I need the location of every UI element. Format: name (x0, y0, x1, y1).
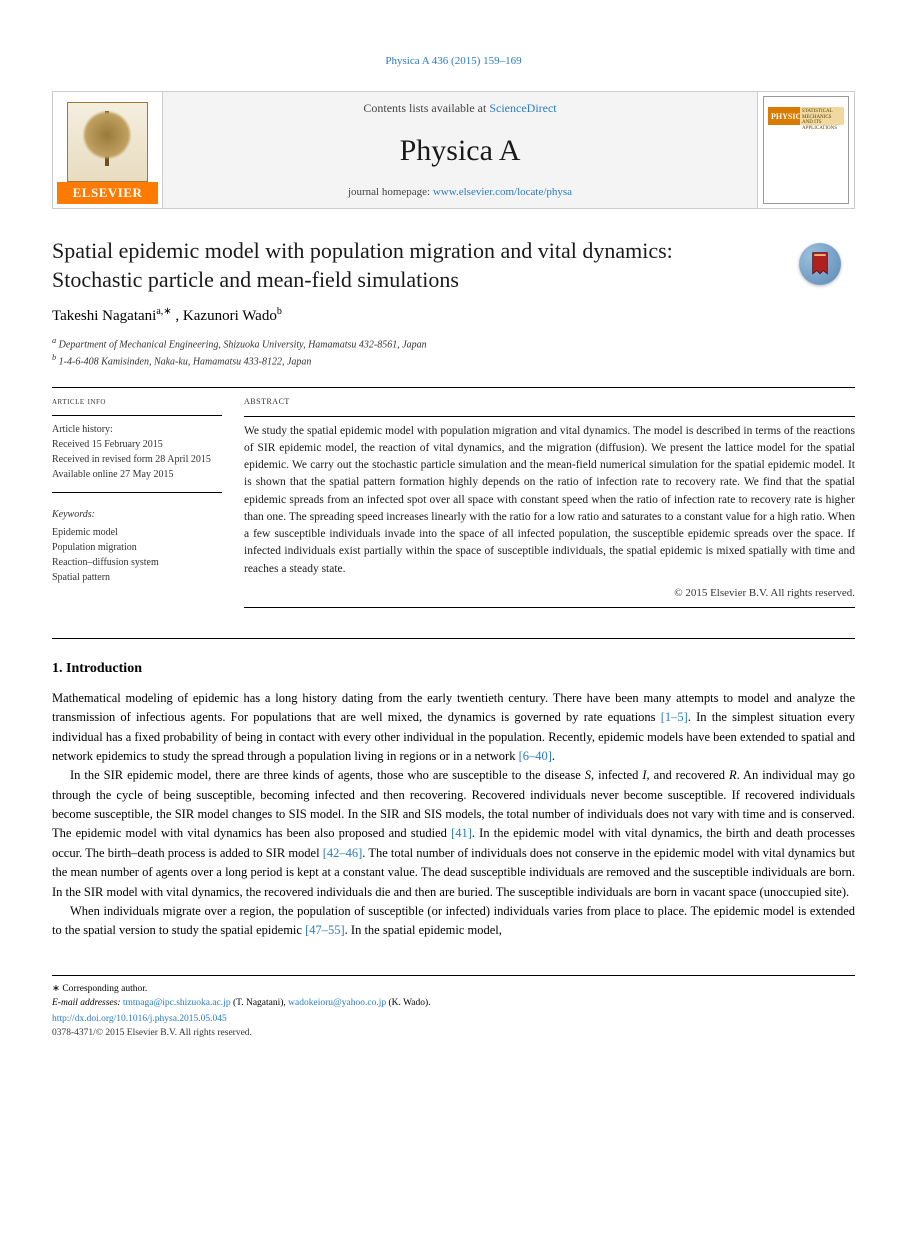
abstract: abstract We study the spatial epidemic m… (244, 394, 855, 614)
history-item: Available online 27 May 2015 (52, 467, 222, 482)
history-item: Received in revised form 28 April 2015 (52, 452, 222, 467)
history-item: Received 15 February 2015 (52, 437, 222, 452)
affiliation-b: b 1-4-6-408 Kamisinden, Naka-ku, Hamamat… (52, 352, 855, 369)
keyword: Population migration (52, 540, 222, 555)
elsevier-tree-icon (67, 102, 148, 182)
elsevier-label: ELSEVIER (57, 182, 158, 204)
ref-link[interactable]: [1–5] (661, 710, 688, 724)
author-aff-sup: b (277, 306, 282, 317)
ref-link[interactable]: [41] (451, 826, 472, 840)
journal-header: ELSEVIER Contents lists available at Sci… (52, 91, 855, 209)
body-text: Mathematical modeling of epidemic has a … (52, 689, 855, 941)
divider (52, 492, 222, 493)
author-name: Kazunori Wado (183, 308, 277, 324)
contents-line: Contents lists available at ScienceDirec… (363, 100, 556, 117)
abstract-head: abstract (244, 394, 855, 409)
history-item: Article history: (52, 422, 222, 437)
ref-link[interactable]: [47–55] (305, 923, 345, 937)
divider (52, 638, 855, 639)
email-label: E-mail addresses: (52, 998, 121, 1008)
paragraph: Mathematical modeling of epidemic has a … (52, 689, 855, 767)
italic: I (642, 768, 646, 782)
aff-label: b (52, 353, 56, 362)
affiliations: a Department of Mechanical Engineering, … (52, 335, 855, 370)
keyword: Epidemic model (52, 525, 222, 540)
journal-name: Physica A (400, 130, 521, 172)
sciencedirect-link[interactable]: ScienceDirect (489, 101, 556, 115)
aff-text: Department of Mechanical Engineering, Sh… (59, 339, 427, 350)
email-line: E-mail addresses: tmtnaga@ipc.shizuoka.a… (52, 996, 855, 1010)
email-who-2: (K. Wado). (386, 998, 430, 1008)
corresponding-note: ∗ Corresponding author. (52, 982, 855, 996)
journal-cover: PHYSICA STATISTICAL MECHANICS AND ITS AP… (758, 92, 854, 208)
corr-mark: ,∗ (161, 306, 172, 317)
cover-sub: STATISTICAL MECHANICS AND ITS APPLICATIO… (800, 107, 844, 125)
divider (52, 415, 222, 416)
article-title: Spatial epidemic model with population m… (52, 237, 732, 294)
article-info-head: article info (52, 394, 222, 409)
section-head: 1. Introduction (52, 659, 855, 679)
homepage-link[interactable]: www.elsevier.com/locate/physa (433, 186, 572, 198)
rights: © 2015 Elsevier B.V. All rights reserved… (244, 586, 855, 601)
doi-link[interactable]: http://dx.doi.org/10.1016/j.physa.2015.0… (52, 1014, 227, 1024)
paragraph: When individuals migrate over a region, … (52, 902, 855, 941)
affiliation-a: a Department of Mechanical Engineering, … (52, 335, 855, 352)
aff-text: 1-4-6-408 Kamisinden, Naka-ku, Hamamatsu… (59, 356, 312, 367)
email-2[interactable]: wadokeioru@yahoo.co.jp (288, 998, 386, 1008)
email-who-1: (T. Nagatani), (231, 998, 289, 1008)
crossmark-icon[interactable] (799, 243, 841, 285)
homepage-line: journal homepage: www.elsevier.com/locat… (348, 185, 572, 200)
top-citation: Physica A 436 (2015) 159–169 (52, 54, 855, 69)
aff-label: a (52, 336, 56, 345)
ref-link[interactable]: [42–46] (323, 846, 363, 860)
ref-link[interactable]: [6–40] (519, 749, 552, 763)
footer: ∗ Corresponding author. E-mail addresses… (52, 975, 855, 1040)
author-name: Takeshi Nagatani (52, 308, 156, 324)
email-1[interactable]: tmtnaga@ipc.shizuoka.ac.jp (123, 998, 231, 1008)
author-2: Kazunori Wadob (183, 308, 282, 324)
divider (52, 387, 855, 388)
italic: S (585, 768, 591, 782)
keywords-head: Keywords: (52, 507, 222, 522)
article-info: article info Article history: Received 1… (52, 394, 222, 614)
keyword: Spatial pattern (52, 570, 222, 585)
copyright: 0378-4371/© 2015 Elsevier B.V. All right… (52, 1027, 855, 1040)
abstract-text: We study the spatial epidemic model with… (244, 423, 855, 578)
homepage-prefix: journal homepage: (348, 186, 433, 198)
elsevier-logo: ELSEVIER (53, 92, 163, 208)
keyword: Reaction–diffusion system (52, 555, 222, 570)
divider (244, 416, 855, 417)
contents-prefix: Contents lists available at (363, 101, 489, 115)
paragraph: In the SIR epidemic model, there are thr… (52, 766, 855, 902)
author-1: Takeshi Nagatania,∗ (52, 308, 175, 324)
authors: Takeshi Nagatania,∗ , Kazunori Wadob (52, 305, 855, 327)
keywords-list: Epidemic model Population migration Reac… (52, 525, 222, 585)
italic: R (729, 768, 737, 782)
divider (244, 607, 855, 608)
journal-center: Contents lists available at ScienceDirec… (163, 92, 758, 208)
